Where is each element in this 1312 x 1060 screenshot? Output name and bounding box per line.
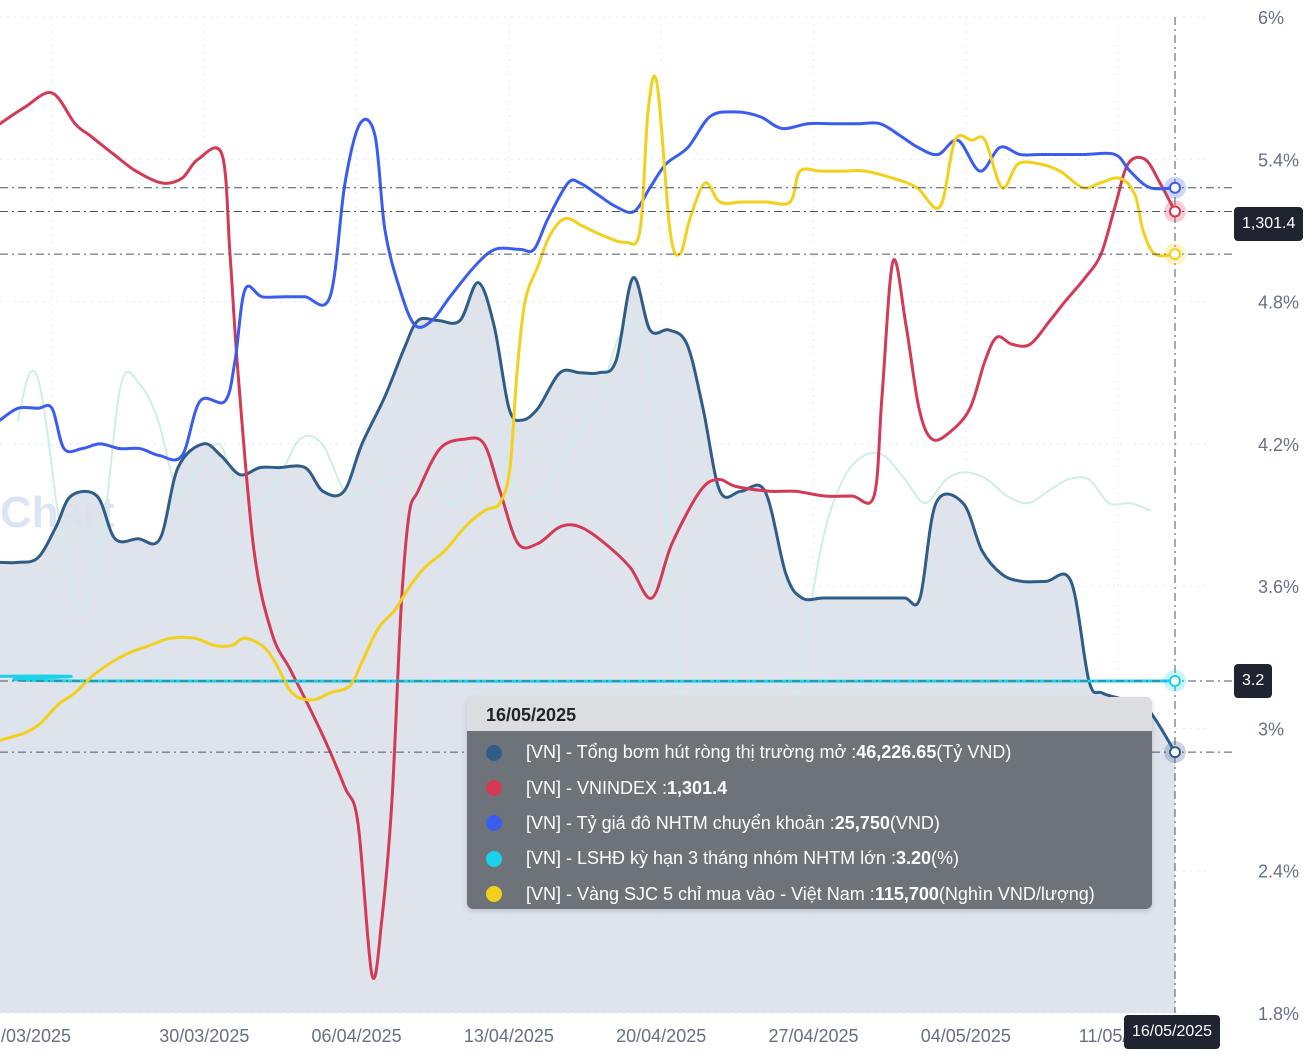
tooltip-unit: (VND) [889,812,940,833]
y-tick-label: 4.8% [1258,293,1299,313]
legend-dot [486,815,502,832]
series-lines [0,74,1177,980]
end-marker-lshd3m [1169,675,1181,687]
x-tick-label: 13/04/2025 [464,1026,554,1046]
tooltip-unit: (%) [931,848,959,869]
tooltip-row: [VN] - Tổng bơm hút ròng thị trường mở :… [467,735,1152,770]
tooltip-value: 46,226.65 [856,742,937,763]
series-line-lshd [17,316,1151,861]
legend-dot [486,850,502,867]
tooltip-label: [VN] - Tỷ giá đô NHTM chuyển khoản : [526,812,835,833]
series-line-bom [0,276,1177,754]
tooltip-label: [VN] - Tổng bơm hút ròng thị trường mở : [526,742,857,763]
series-line-vang [0,74,1177,742]
tooltip-value: 3.20 [895,848,931,869]
lshd-last-value-badge: 3.2 [1234,664,1273,698]
legend-dot [486,780,502,797]
tooltip-value: 115,700 [874,883,939,904]
end-markers [1164,176,1186,764]
tooltip: 16/05/2025 [VN] - Tổng bơm hút ròng thị … [467,697,1152,909]
legend-dot [486,886,502,903]
x-tick-label: 06/04/2025 [312,1026,402,1046]
y-tick-label: 1.8% [1258,1004,1299,1024]
tooltip-value: 25,750 [834,812,890,833]
tooltip-label: [VN] - LSHĐ kỳ hạn 3 tháng nhóm NHTM lớn… [526,848,896,869]
x-tick-label: 04/05/2025 [921,1026,1011,1046]
end-marker-bom [1169,746,1181,759]
y-axis-ticks: 6% 5.4% 4.8% 4.2% 3.6% 3% 2.4% 1.8% [1258,8,1299,1024]
tooltip-row: [VN] - VNINDEX : 1,301.4 [467,770,1152,805]
crosshair-date-badge: 16/05/2025 [1124,1015,1221,1049]
x-tick-label: /03/2025 [1,1026,71,1046]
x-tick-label: 30/03/2025 [159,1026,249,1046]
tooltip-rows: [VN] - Tổng bơm hút ròng thị trường mở :… [467,731,1152,909]
vnindex-last-value-badge: 1,301.4 [1234,207,1304,241]
y-tick-label: 5.4% [1258,150,1299,170]
y-tick-label: 4.2% [1258,435,1299,455]
tooltip-row: [VN] - Tỷ giá đô NHTM chuyển khoản : 25,… [467,806,1152,841]
tooltip-unit: (Nghìn VND/lượng) [938,883,1095,904]
tooltip-label: [VN] - Vàng SJC 5 chỉ mua vào - Việt Nam… [526,883,875,904]
x-tick-label: 20/04/2025 [616,1026,706,1046]
end-marker-vnindex [1169,205,1181,218]
y-tick-label: 6% [1258,8,1284,28]
y-tick-label: 3% [1258,719,1284,739]
tooltip-unit: (Tỷ VND) [936,742,1012,763]
legend-dot [486,744,502,761]
series-line-vnindex [0,91,1177,980]
tooltip-row: [VN] - LSHĐ kỳ hạn 3 tháng nhóm NHTM lớn… [467,841,1152,876]
tooltip-date: 16/05/2025 [467,697,1152,731]
end-marker-tygia [1169,181,1181,194]
tooltip-row: [VN] - Vàng SJC 5 chỉ mua vào - Việt Nam… [467,877,1152,909]
x-axis-ticks: /03/2025 30/03/2025 06/04/2025 13/04/2025 20… [1,1026,1158,1046]
tooltip-label: [VN] - VNINDEX : [526,777,668,798]
x-tick-label: 27/04/2025 [768,1026,858,1046]
y-tick-label: 3.6% [1258,577,1299,597]
tooltip-value: 1,301.4 [667,777,728,798]
y-tick-label: 2.4% [1258,862,1299,882]
end-marker-vang [1169,248,1181,261]
